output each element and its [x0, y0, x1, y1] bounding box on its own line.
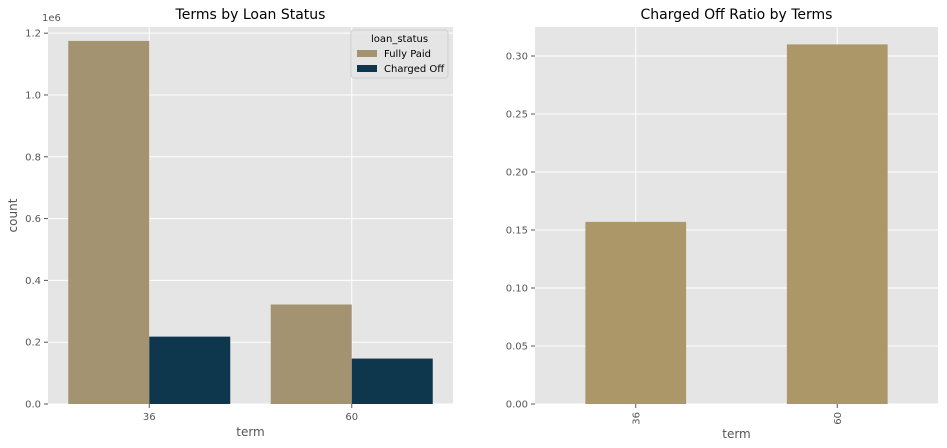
y-tick-label: 0.30: [506, 52, 528, 63]
y-tick-label: 0.8: [25, 152, 41, 163]
y-ticks-left: 0.0 0.2 0.4 0.6 0.8 1.0 1.2: [25, 29, 48, 411]
chart-title-right: Charged Off Ratio by Terms: [641, 7, 833, 23]
y-tick-label: 1.0: [25, 90, 41, 101]
bar-charged-off-60: [351, 358, 433, 404]
legend-swatch-charged-off: [357, 65, 377, 72]
bar-fully-paid-60: [270, 304, 352, 404]
y-ticks-right: 0.00 0.05 0.10 0.15 0.20 0.25 0.30: [506, 52, 535, 411]
y-offset-label: 1e6: [42, 13, 61, 24]
legend-title: loan_status: [371, 34, 428, 45]
bar-ratio-36: [585, 221, 687, 404]
x-tick-label: 60: [345, 412, 358, 423]
y-tick-label: 0.2: [25, 338, 41, 349]
x-ticks-right: 36 60: [631, 404, 844, 425]
bars-right: [585, 44, 888, 405]
x-axis-label-left: term: [236, 425, 265, 439]
chart-charged-off-ratio: 0.00 0.05 0.10 0.15 0.20 0.25 0.30 36 60 Charge…: [506, 7, 938, 441]
y-axis-label-left: count: [6, 198, 20, 232]
chart-title-left: Terms by Loan Status: [175, 7, 326, 23]
x-tick-label: 60: [833, 412, 844, 425]
legend: loan_status Fully Paid Charged Off: [350, 29, 449, 79]
y-tick-label: 1.2: [25, 29, 41, 40]
y-tick-label: 0.00: [506, 400, 528, 411]
y-tick-label: 0.4: [25, 276, 41, 287]
legend-swatch-fully-paid: [357, 50, 377, 57]
y-tick-label: 0.10: [506, 284, 528, 295]
x-ticks-left: 36 60: [143, 404, 358, 423]
y-tick-label: 0.25: [506, 110, 528, 121]
y-tick-label: 0.05: [506, 342, 528, 353]
legend-label: Fully Paid: [384, 49, 431, 60]
x-tick-label: 36: [631, 412, 642, 425]
x-axis-label-right: term: [722, 427, 751, 441]
legend-label: Charged Off: [384, 64, 445, 75]
bars-left: [68, 40, 433, 405]
y-tick-label: 0.0: [25, 400, 41, 411]
y-tick-label: 0.6: [25, 214, 41, 225]
x-tick-label: 36: [143, 412, 156, 423]
y-tick-label: 0.20: [506, 168, 528, 179]
chart-terms-by-loan-status: 0.0 0.2 0.4 0.6 0.8 1.0 1.2 36 60 Terms by Loan…: [6, 7, 453, 439]
legend-items: Fully Paid Charged Off: [357, 49, 445, 75]
bar-fully-paid-36: [68, 40, 150, 405]
bar-charged-off-36: [149, 336, 231, 404]
bar-ratio-60: [786, 44, 888, 405]
y-tick-label: 0.15: [506, 226, 528, 237]
